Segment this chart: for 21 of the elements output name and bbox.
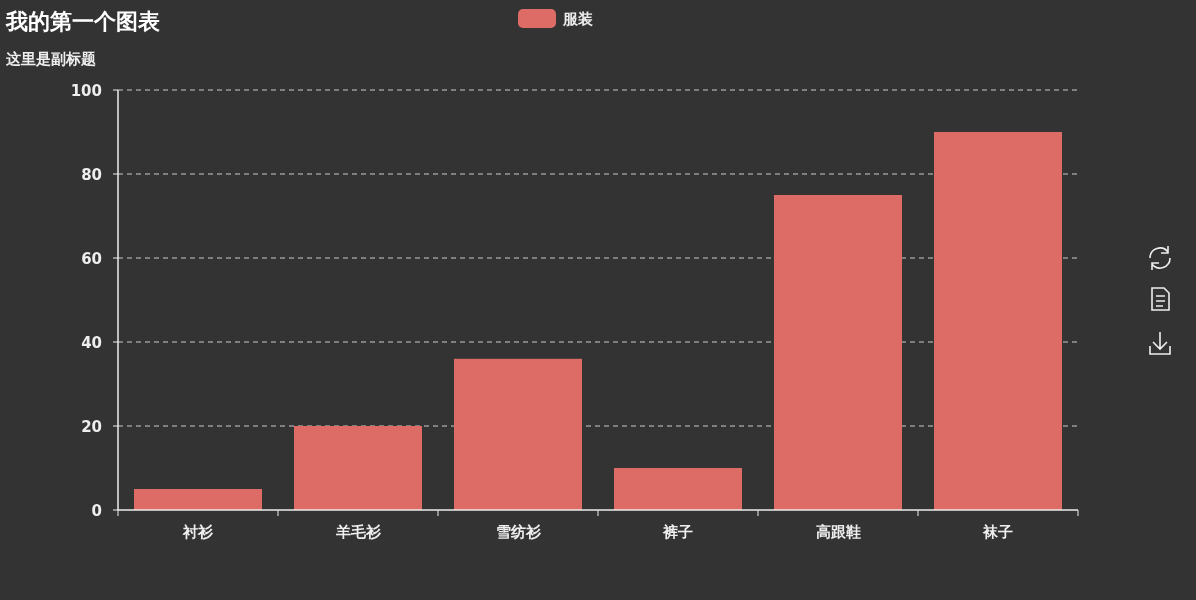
x-tick-label: 裤子 bbox=[662, 523, 693, 541]
x-tick-label: 高跟鞋 bbox=[815, 523, 861, 541]
bar bbox=[294, 426, 422, 510]
x-tick-label: 羊毛衫 bbox=[334, 523, 382, 541]
x-tick-label: 袜子 bbox=[982, 523, 1013, 541]
chart-subtitle: 这里是副标题 bbox=[5, 50, 96, 68]
bar bbox=[134, 489, 262, 510]
x-tick-label: 雪纺衫 bbox=[495, 523, 542, 541]
bar bbox=[934, 132, 1062, 510]
y-tick-label: 60 bbox=[81, 250, 102, 268]
bar bbox=[774, 195, 902, 510]
x-tick-label: 衬衫 bbox=[182, 523, 214, 541]
y-tick-label: 80 bbox=[81, 166, 102, 184]
bar bbox=[454, 358, 582, 510]
y-tick-label: 0 bbox=[91, 502, 102, 520]
legend-label: 服装 bbox=[562, 10, 593, 28]
y-tick-label: 20 bbox=[81, 418, 102, 436]
bar bbox=[614, 468, 742, 510]
y-tick-label: 100 bbox=[70, 82, 102, 100]
y-tick-label: 40 bbox=[81, 334, 102, 352]
chart-title: 我的第一个图表 bbox=[5, 9, 160, 34]
